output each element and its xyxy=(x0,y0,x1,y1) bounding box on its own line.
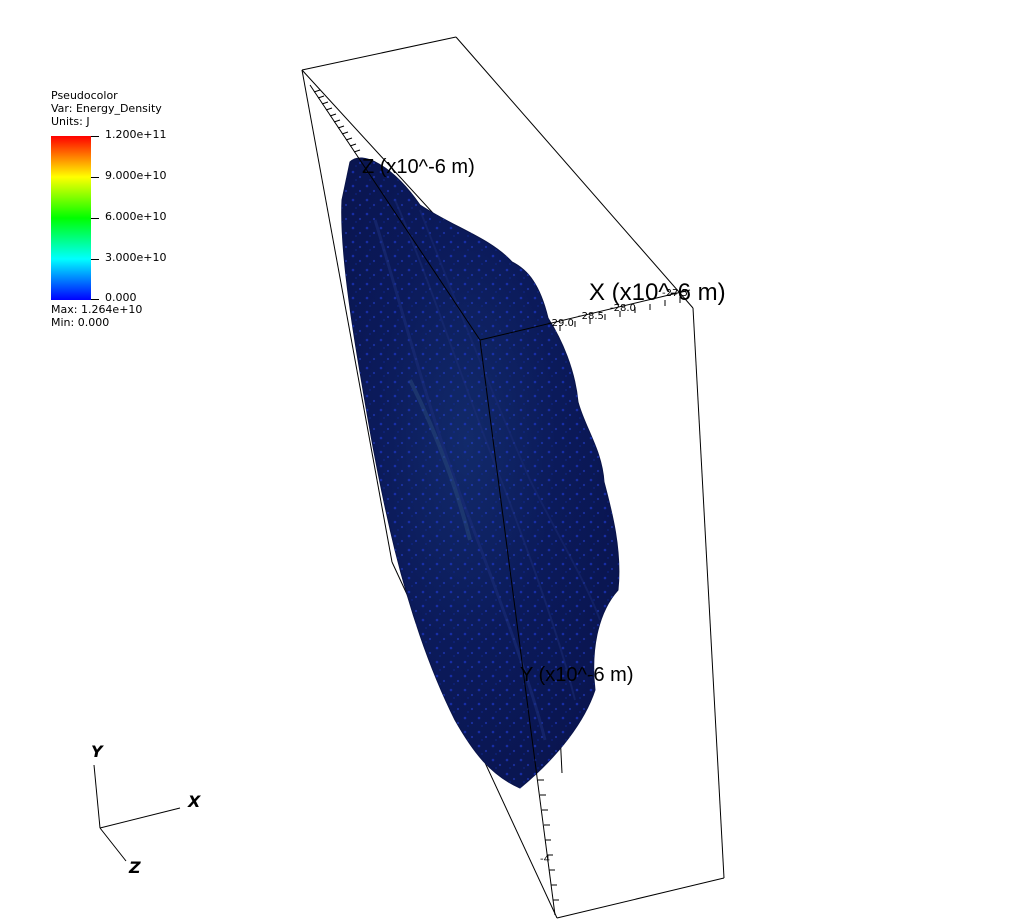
colorbar-tick-label: 1.200e+11 xyxy=(105,128,167,141)
legend-units: Units: J xyxy=(51,115,90,128)
colorbar-tick xyxy=(91,136,99,137)
legend-max: Max: 1.264e+10 xyxy=(51,303,143,316)
x-axis-ticks xyxy=(559,297,681,331)
colorbar-tick-label: 3.000e+10 xyxy=(105,251,167,264)
x-tick-label: -28.0 xyxy=(610,303,636,314)
energy-density-isosurface xyxy=(341,157,620,789)
colorbar xyxy=(51,136,91,300)
legend-variable: Var: Energy_Density xyxy=(51,102,162,115)
triad-z-label: Z xyxy=(128,858,141,877)
x-axis-title: X (x10^-6 m) xyxy=(589,279,726,306)
colorbar-tick xyxy=(91,218,99,219)
x-tick-label: -27.5 xyxy=(662,288,688,299)
triad-y-label: Y xyxy=(91,742,104,761)
orientation-triad xyxy=(93,764,181,862)
z-axis-ticks xyxy=(313,89,361,153)
y-axis-ticks xyxy=(538,779,559,901)
legend-min: Min: 0.000 xyxy=(51,316,110,329)
x-tick-label: -29.0 xyxy=(548,318,574,329)
legend-plot-type: Pseudocolor xyxy=(51,89,118,102)
color-legend: Pseudocolor Var: Energy_Density Units: J… xyxy=(51,90,211,340)
colorbar-tick-label: 9.000e+10 xyxy=(105,169,167,182)
colorbar-tick-label: 6.000e+10 xyxy=(105,210,167,223)
x-tick-label: -28.5 xyxy=(578,311,604,322)
colorbar-tick xyxy=(91,299,99,300)
colorbar-tick xyxy=(91,177,99,178)
y-axis-title: Y (x10^-6 m) xyxy=(520,664,634,686)
y-tick-label: -4 xyxy=(540,854,550,865)
triad-x-label: X xyxy=(187,792,201,811)
colorbar-tick xyxy=(91,259,99,260)
z-axis-title: Z (x10^-6 m) xyxy=(362,156,475,178)
colorbar-tick-label: 0.000 xyxy=(105,291,137,304)
